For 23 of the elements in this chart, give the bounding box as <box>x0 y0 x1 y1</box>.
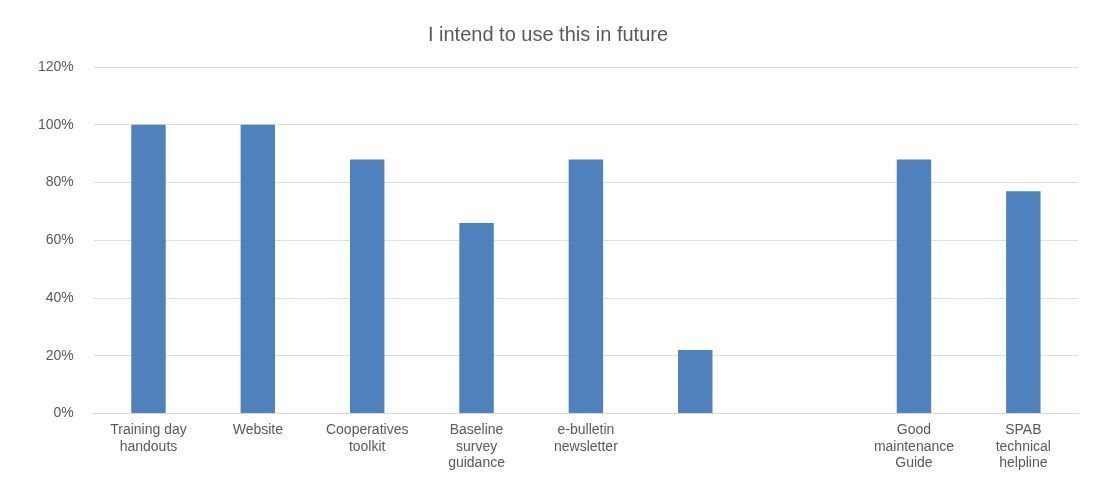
bar <box>240 124 276 414</box>
y-tick-label: 20% <box>45 346 74 363</box>
x-tick-label: Cooperatives toolkit <box>325 420 409 454</box>
y-tick-label: 60% <box>45 231 74 248</box>
x-tick-label: e-bulletin newsletter <box>554 420 619 454</box>
bar <box>131 124 166 414</box>
bar <box>459 222 494 414</box>
y-tick-label: 80% <box>45 173 74 190</box>
y-tick-label: 0% <box>53 404 74 421</box>
bar <box>349 159 385 414</box>
bar <box>568 159 604 414</box>
y-tick-label: 100% <box>37 115 74 132</box>
x-tick-label: Training day handouts <box>110 420 187 454</box>
x-tick-label: Website <box>232 420 284 437</box>
bar <box>678 350 713 414</box>
bar <box>896 159 932 414</box>
y-tick-label: 120% <box>37 57 74 74</box>
x-tick-label: SPAB technical helpline <box>995 420 1051 471</box>
y-tick-label: 40% <box>45 288 74 305</box>
x-tick-label: Good maintenance Guide <box>873 420 955 471</box>
bar <box>1006 191 1041 414</box>
chart-title: I intend to use this in future <box>427 22 669 45</box>
x-tick-label: Baseline survey guidance <box>448 420 506 471</box>
